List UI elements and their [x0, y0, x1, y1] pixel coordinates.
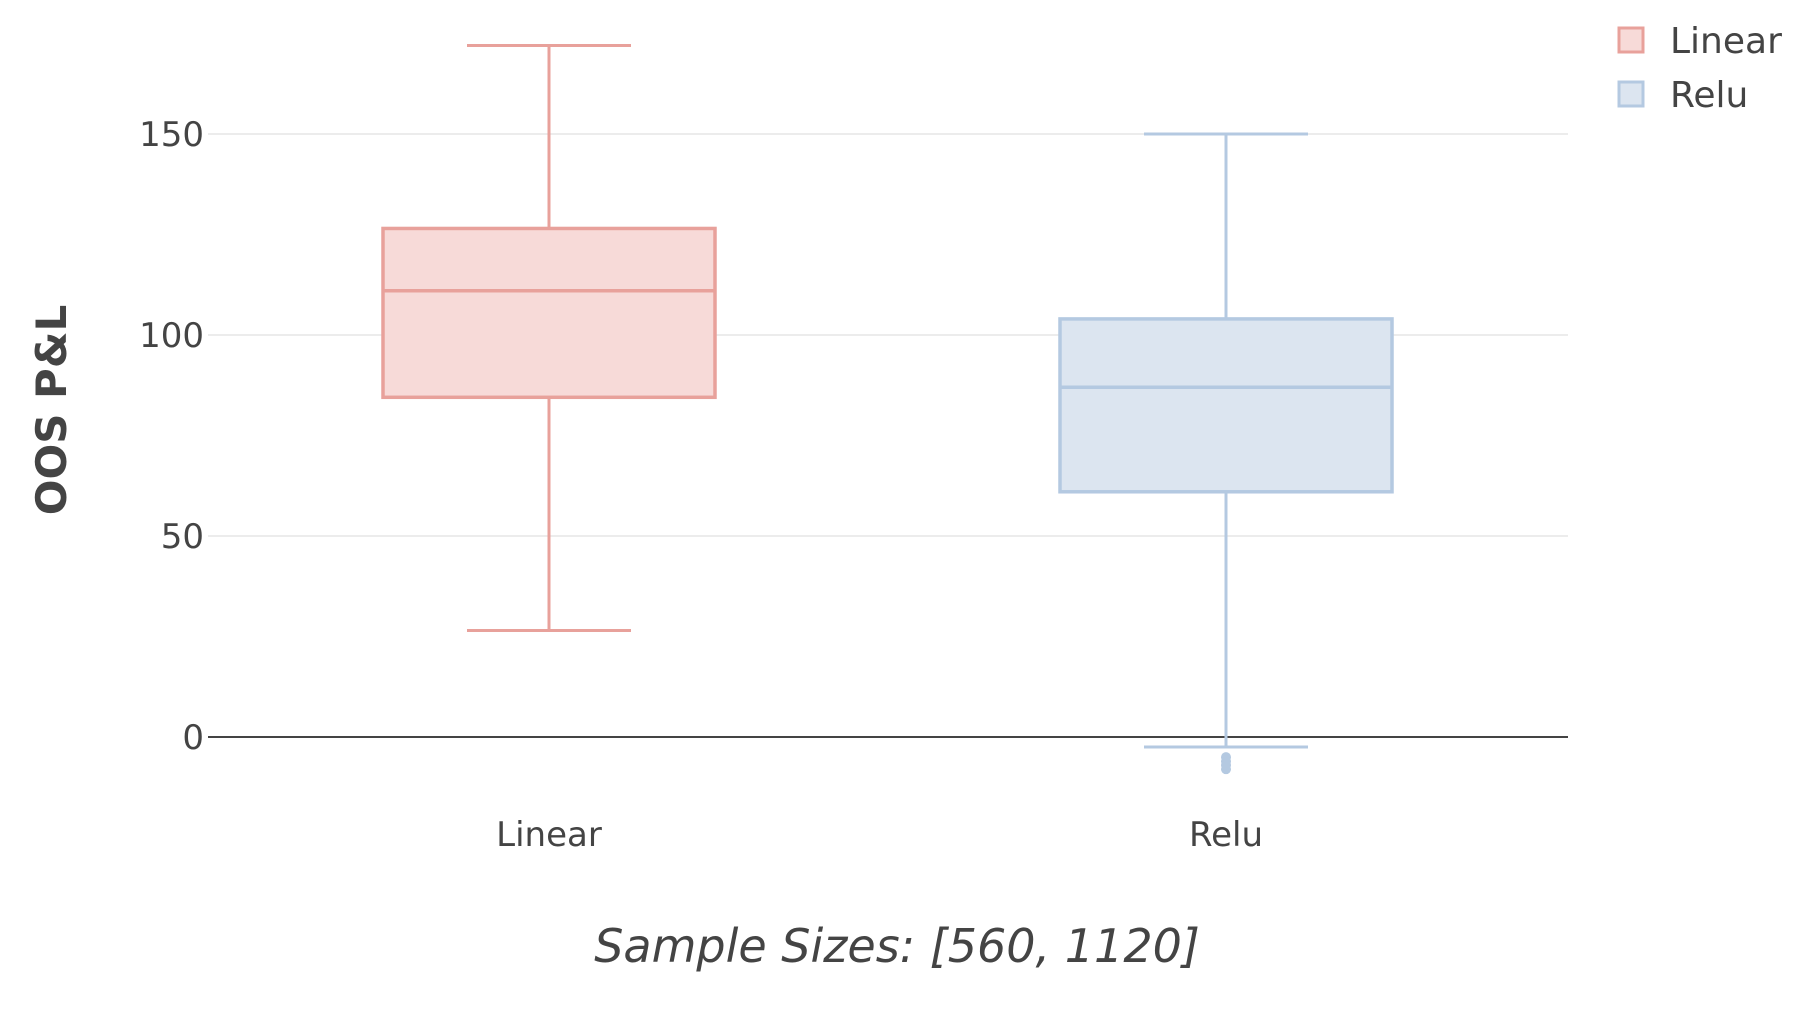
x-tick-label: Relu: [1189, 815, 1263, 855]
x-axis-title: Sample Sizes: [560, 1120]: [594, 919, 1200, 973]
y-axis-ticks: 0 50 100 150: [139, 115, 204, 758]
y-tick-label: 0: [182, 718, 204, 758]
legend-swatch: [1617, 26, 1645, 54]
box-relu[interactable]: [1058, 132, 1394, 775]
legend-item-relu[interactable]: Relu: [1617, 75, 1748, 116]
box-linear[interactable]: [381, 44, 717, 632]
x-tick-label: Linear: [496, 815, 602, 855]
y-tick-label: 150: [139, 115, 204, 155]
legend-label: Linear: [1670, 21, 1782, 62]
legend-label: Relu: [1670, 75, 1748, 116]
legend-swatch: [1617, 80, 1645, 108]
iqr-box: [381, 226, 717, 400]
outlier-point: [1221, 764, 1231, 775]
legend[interactable]: Linear Relu: [1617, 21, 1782, 116]
y-tick-label: 50: [161, 517, 204, 557]
y-tick-label: 100: [139, 316, 204, 356]
y-axis-title: OOS P&L: [27, 305, 76, 515]
iqr-box: [1058, 317, 1394, 494]
boxes: [381, 44, 1394, 775]
legend-item-linear[interactable]: Linear: [1617, 21, 1782, 62]
x-axis-ticks: Linear Relu: [496, 815, 1263, 855]
